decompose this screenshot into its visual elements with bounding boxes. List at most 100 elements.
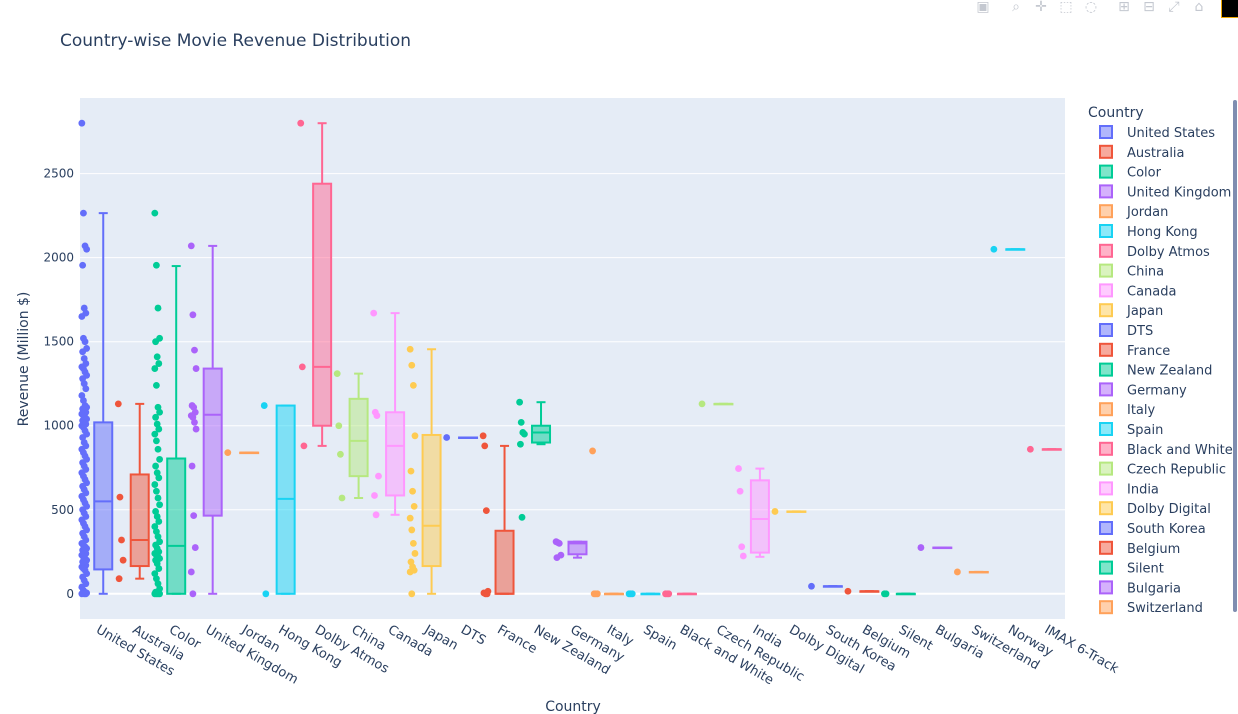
zoom-out-icon[interactable]: ⊟ [1143,0,1155,15]
box-color[interactable] [166,265,187,595]
data-point [882,590,890,598]
box-italy[interactable] [603,592,624,596]
box-united-kingdom[interactable] [202,244,223,595]
legend-item[interactable]: India [1099,481,1159,497]
box-dts[interactable] [458,436,479,439]
legend-swatch [1099,461,1113,476]
legend-label: Dolby Atmos [1127,245,1210,260]
box-hong-kong[interactable] [275,404,296,595]
data-point [479,432,487,440]
box-canada[interactable] [385,312,406,516]
data-point [156,408,164,416]
camera-icon[interactable]: ▣ [976,0,990,15]
box-australia[interactable] [129,402,150,580]
box-france[interactable] [494,444,515,595]
legend-label: Switzerland [1127,601,1203,616]
legend-swatch [1099,422,1113,436]
box-jordan[interactable] [239,451,260,455]
box-india[interactable] [749,467,770,558]
data-point [152,462,160,470]
legend-swatch [1099,521,1113,535]
box-norway[interactable] [1005,248,1026,251]
legend-label: Czech Republic [1127,463,1226,478]
box-czech-republic[interactable] [713,402,734,406]
legend-item[interactable]: Japan [1099,303,1163,319]
legend-item[interactable]: Dolby Digital [1099,501,1211,517]
legend-swatch [1099,125,1113,139]
data-point [739,552,747,560]
data-point [189,590,197,598]
box-china[interactable] [348,372,369,499]
data-point [153,261,160,269]
legend-item[interactable]: Germany [1099,382,1187,398]
data-point [155,425,163,433]
legend-swatch [1099,164,1113,179]
legend-item[interactable]: Canada [1099,283,1176,299]
legend-item[interactable]: Italy [1099,402,1156,418]
box-bulgaria[interactable] [932,546,953,550]
box-spain[interactable] [640,592,661,596]
box-belgium[interactable] [859,590,880,593]
legend-item[interactable]: Silent [1099,560,1164,577]
box-imax-6-track[interactable] [1041,448,1062,451]
legend-item[interactable]: Belgium [1099,540,1180,557]
legend-item[interactable]: Black and White [1099,441,1233,458]
legend-item[interactable]: France [1099,342,1170,359]
y-tick-label: 1500 [43,335,74,349]
data-point [188,462,196,470]
box-united-states[interactable] [93,212,114,595]
box-japan[interactable] [421,348,442,595]
box-black-and-white[interactable] [676,592,697,596]
box-select-icon[interactable]: ⬚ [1059,0,1073,15]
legend-item[interactable]: Hong Kong [1099,224,1198,240]
box-germany[interactable] [567,540,588,559]
data-point [151,209,159,217]
data-point [335,422,343,430]
y-tick-label: 1000 [43,419,74,433]
legend-item[interactable]: New Zealand [1099,362,1212,379]
legend-item[interactable]: Dolby Atmos [1099,243,1210,260]
legend-swatch [1099,263,1113,278]
box-switzerland[interactable] [968,570,989,574]
box-iqr [749,479,770,554]
box-silent[interactable] [895,592,916,596]
legend-item[interactable]: Bulgaria [1099,580,1181,596]
legend-swatch [1099,323,1113,337]
data-point [555,539,563,547]
box-south-korea[interactable] [822,585,843,588]
autoscale-icon[interactable]: ⤢ [1168,0,1180,15]
box-new-zealand[interactable] [531,401,552,446]
box-dolby-digital[interactable] [786,510,807,513]
plot-area[interactable] [80,98,1065,619]
box-iqr [93,421,114,571]
lasso-icon[interactable]: ◌ [1084,0,1098,15]
data-point [333,370,341,378]
legend-item[interactable]: United Kingdom [1099,184,1231,200]
legend-item[interactable]: China [1099,263,1164,280]
legend-item[interactable]: South Korea [1099,521,1206,537]
data-point [151,365,159,372]
data-point [553,554,561,562]
legend-item[interactable]: Czech Republic [1099,461,1226,478]
legend-item[interactable]: Jordan [1099,204,1168,220]
data-point [80,209,87,217]
legend-item[interactable]: United States [1099,125,1215,141]
data-point [224,449,232,457]
reset-axes-icon[interactable]: ⌂ [1194,0,1204,15]
pan-icon[interactable]: ✛ [1035,0,1047,15]
legend-item[interactable]: Australia [1099,144,1185,161]
plotly-logo[interactable] [1221,0,1238,18]
legend-item[interactable]: DTS [1099,323,1153,339]
legend-scrollbar[interactable] [1233,100,1237,612]
legend-label: Black and White [1127,443,1233,458]
box-dolby-atmos[interactable] [312,122,333,447]
zoom-in-icon[interactable]: ⊞ [1118,0,1130,15]
legend-label: Dolby Digital [1127,502,1211,517]
zoom-icon[interactable]: ⌕ [1012,0,1020,15]
legend-item[interactable]: Switzerland [1099,600,1203,616]
legend-item[interactable]: Color [1099,164,1162,181]
data-point [118,536,125,544]
legend-swatch [1099,580,1113,595]
legend-item[interactable]: Spain [1099,422,1163,438]
data-point [83,245,91,253]
